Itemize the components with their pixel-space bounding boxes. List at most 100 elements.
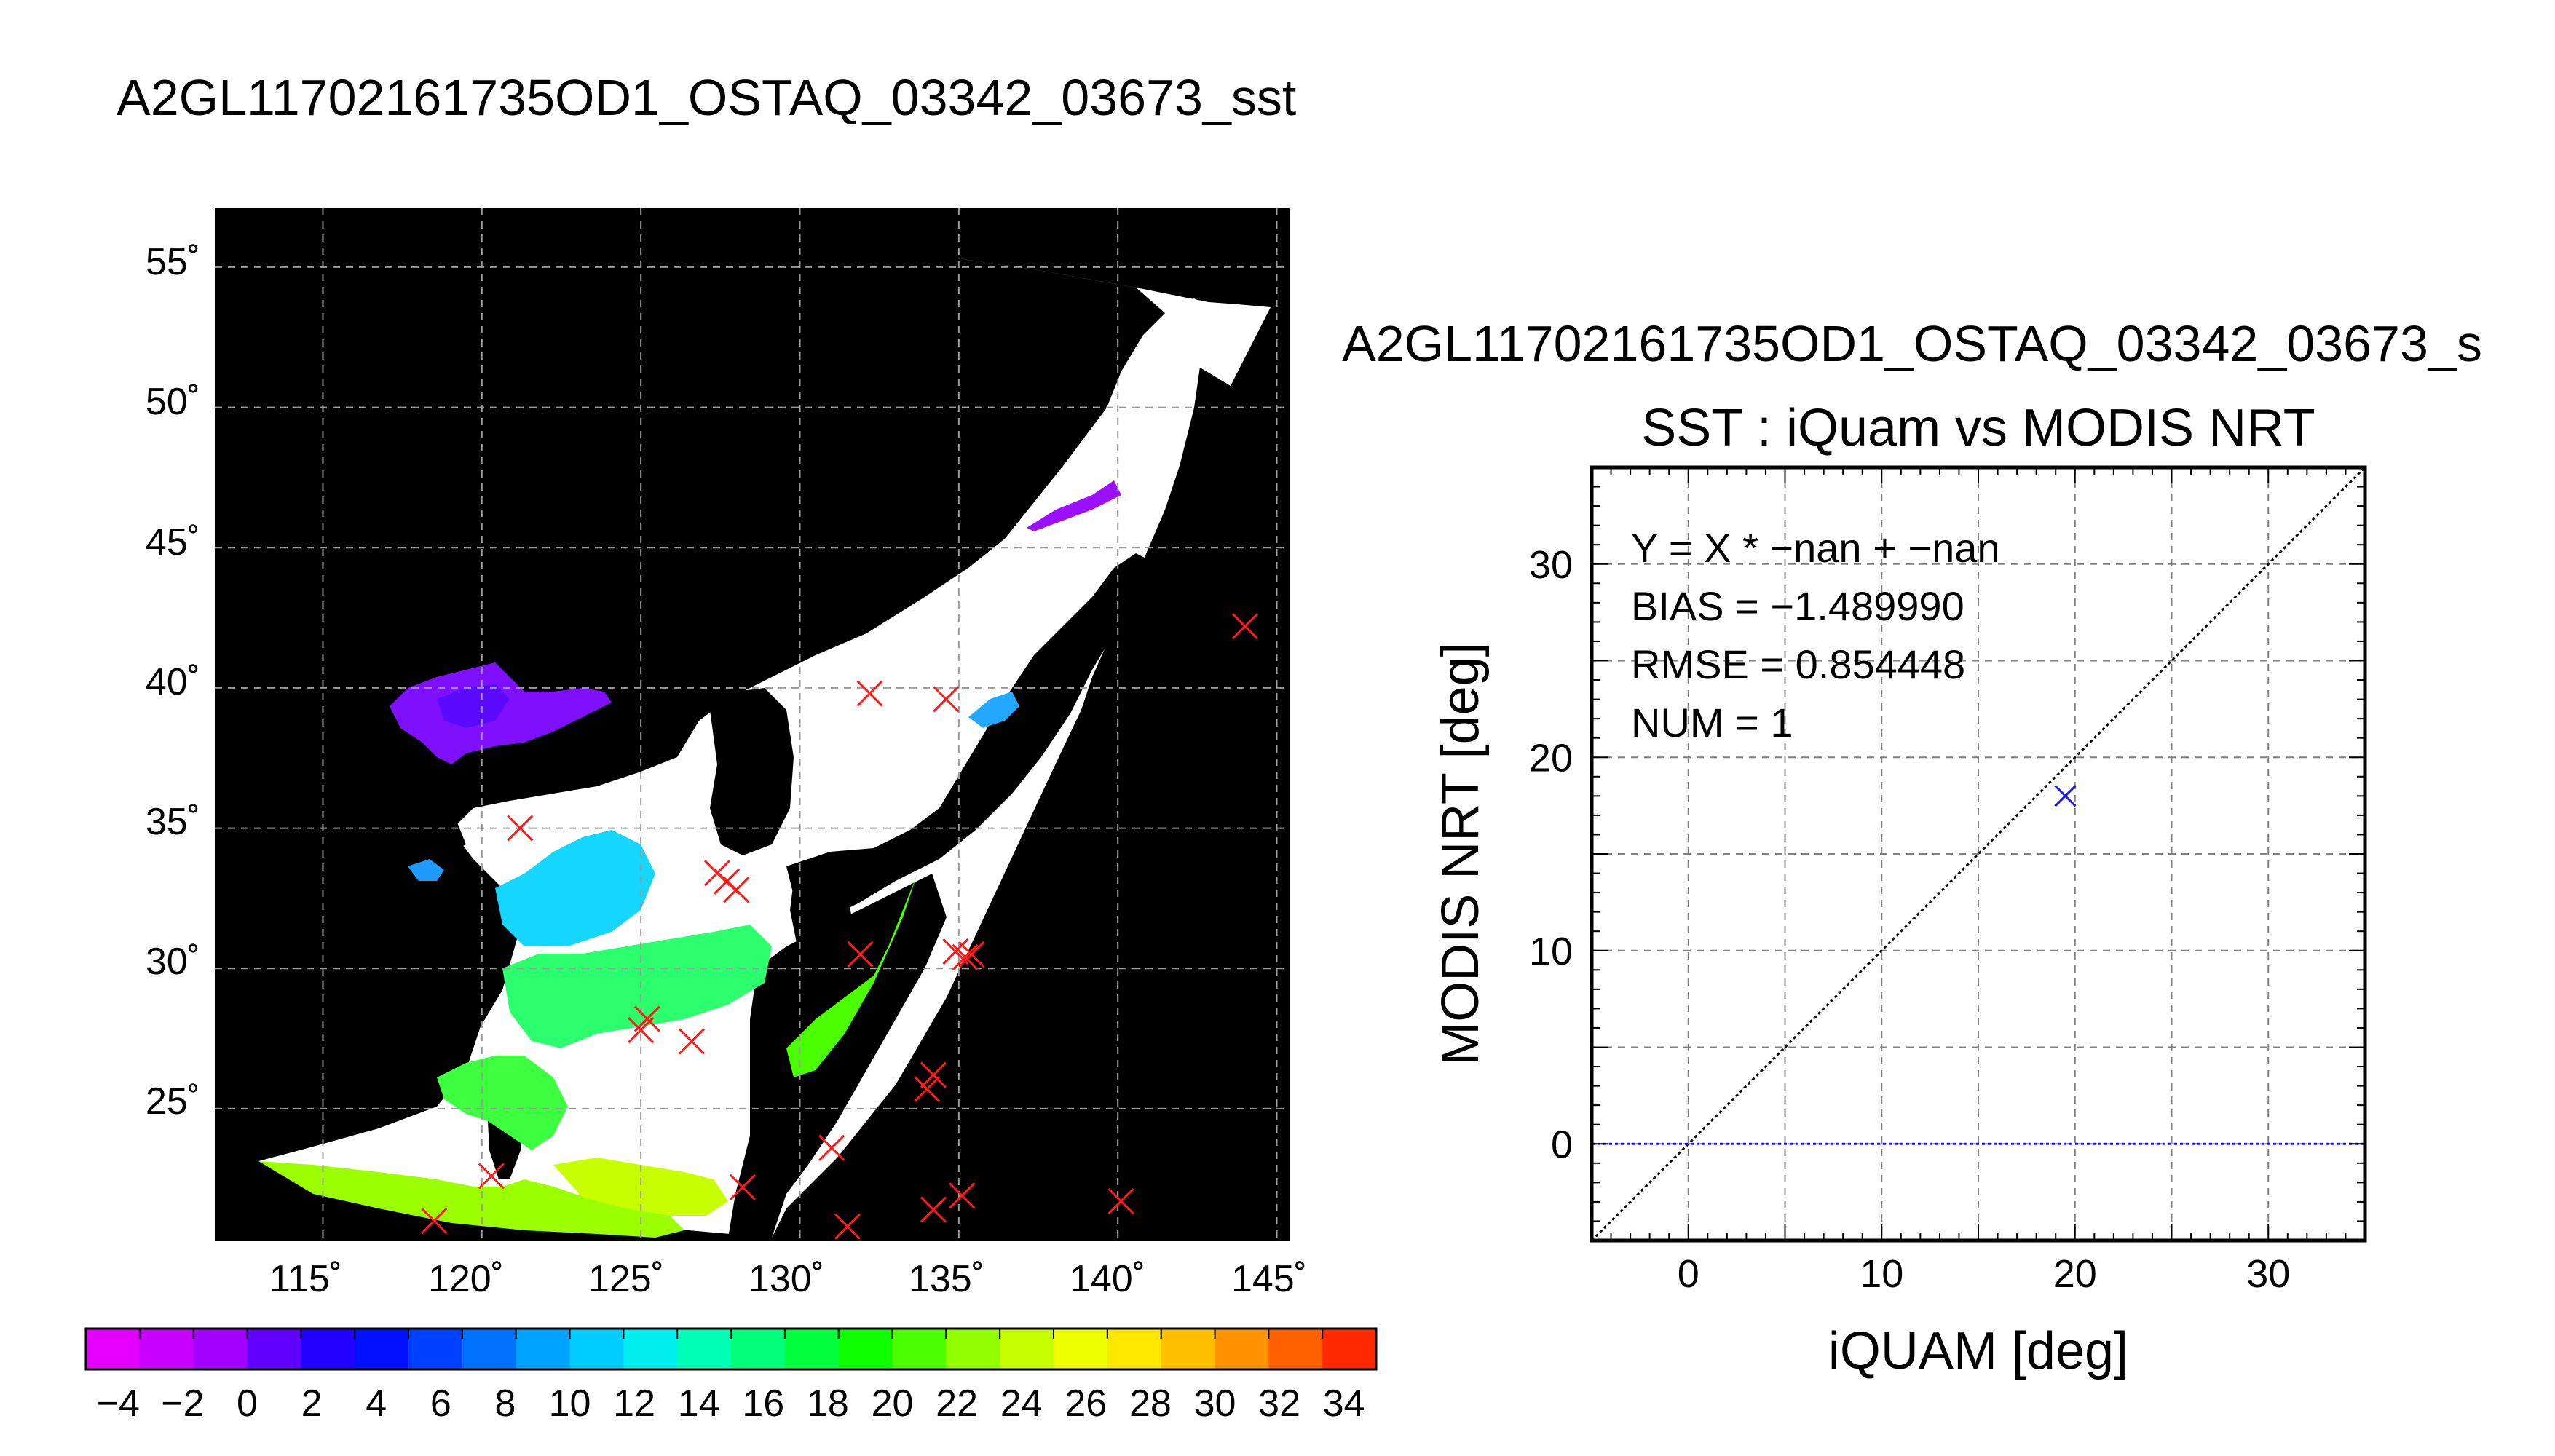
lat-label: 40˚ bbox=[146, 661, 200, 703]
colorbar-label: 0 bbox=[237, 1382, 258, 1425]
colorbar-swatch bbox=[1215, 1329, 1270, 1369]
sst-map bbox=[215, 208, 1290, 1241]
in-situ-marker bbox=[920, 1061, 947, 1088]
swath-korea-white bbox=[728, 659, 976, 859]
y-axis-label: MODIS NRT [deg] bbox=[1431, 642, 1490, 1066]
lat-label: 25˚ bbox=[146, 1080, 200, 1123]
sst-east-china-sea bbox=[502, 925, 772, 1048]
colorbar-label: −4 bbox=[97, 1382, 140, 1425]
colorbar-label: 26 bbox=[1065, 1382, 1107, 1425]
colorbar-swatch bbox=[247, 1329, 302, 1369]
lon-label: 145˚ bbox=[1231, 1258, 1307, 1300]
x-tick-label: 30 bbox=[2246, 1252, 2290, 1296]
colorbar-label: 12 bbox=[613, 1382, 655, 1425]
sst-bohai-deep bbox=[437, 684, 510, 728]
swath-north bbox=[957, 258, 1271, 386]
lat-label: 55˚ bbox=[146, 241, 200, 283]
colorbar-label: 32 bbox=[1258, 1382, 1300, 1425]
sst-kuroshio bbox=[786, 874, 917, 1077]
land-korea bbox=[710, 688, 794, 855]
colorbar-frame bbox=[84, 1327, 1378, 1371]
map-title: A2GL11702161735OD1_OSTAQ_03342_03673_sst bbox=[117, 69, 1296, 126]
colorbar-swatch bbox=[1268, 1329, 1323, 1369]
colorbar-label: 22 bbox=[936, 1382, 978, 1425]
x-tick-label: 10 bbox=[1860, 1252, 1903, 1296]
x-tick-label: 20 bbox=[2053, 1252, 2097, 1296]
lat-label: 30˚ bbox=[146, 941, 200, 983]
scatter-frame bbox=[1590, 465, 2367, 1243]
scatter-point bbox=[2054, 785, 2077, 807]
colorbar-label: −2 bbox=[161, 1382, 204, 1425]
in-situ-marker bbox=[949, 1182, 976, 1209]
colorbar-swatch bbox=[139, 1329, 194, 1369]
scatter-tick-labels: 0 10 20 30 0 10 20 30 bbox=[1529, 543, 2290, 1296]
in-situ-marker bbox=[914, 1075, 941, 1102]
colorbar-swatch bbox=[1000, 1329, 1054, 1369]
stats-bias: BIAS = −1.489990 bbox=[1631, 583, 1964, 629]
sst-shandong bbox=[408, 859, 444, 881]
colorbar-swatch bbox=[408, 1329, 463, 1369]
colorbar-labels: −4 −2 0 2 4 6 8 10 12 14 16 18 20 22 24 26 28 30 32 34 bbox=[97, 1382, 1365, 1425]
x-axis-label: iQUAM [deg] bbox=[1828, 1322, 2128, 1380]
lon-label: 140˚ bbox=[1070, 1258, 1145, 1300]
in-situ-marker bbox=[847, 941, 874, 968]
scatter-plot bbox=[1590, 465, 2367, 1243]
in-situ-marker bbox=[729, 1174, 756, 1200]
map-lon-labels: 115˚ 120˚ 125˚ 130˚ 135˚ 140˚ 145˚ bbox=[269, 1258, 1307, 1300]
lon-label: 120˚ bbox=[428, 1258, 504, 1300]
colorbar-swatch bbox=[462, 1329, 517, 1369]
sst-okhotsk bbox=[1027, 480, 1121, 531]
scatter-grid bbox=[1592, 467, 2365, 1241]
one-to-one-line bbox=[1592, 467, 2365, 1241]
colorbar-swatch bbox=[1161, 1329, 1216, 1369]
colorbar-swatch bbox=[86, 1329, 141, 1369]
in-situ-marker bbox=[958, 941, 985, 968]
colorbar-label: 6 bbox=[430, 1382, 451, 1425]
colorbar-label: 16 bbox=[742, 1382, 784, 1425]
in-situ-marker bbox=[507, 815, 534, 842]
colorbar-swatch bbox=[355, 1329, 409, 1369]
colorbar-label: 2 bbox=[301, 1382, 323, 1425]
scatter-title: SST : iQuam vs MODIS NRT bbox=[1641, 399, 2315, 457]
in-situ-markers bbox=[421, 613, 1258, 1240]
y-tick-label: 20 bbox=[1529, 736, 1573, 780]
map-grid bbox=[215, 208, 1290, 1241]
colorbar-swatch bbox=[623, 1329, 678, 1369]
y-tick-label: 10 bbox=[1529, 930, 1573, 973]
scatter-file-title: A2GL11702161735OD1_OSTAQ_03342_03673_s bbox=[1342, 315, 2482, 372]
map-lat-labels: 55˚ 50˚ 45˚ 40˚ 35˚ 30˚ 25˚ bbox=[146, 241, 200, 1123]
colorbar-swatch bbox=[516, 1329, 571, 1369]
sst-luzon bbox=[553, 1158, 728, 1216]
colorbar-label: 24 bbox=[1000, 1382, 1043, 1425]
colorbar-swatch bbox=[569, 1329, 625, 1369]
colorbar-swatch bbox=[1322, 1329, 1377, 1369]
lat-label: 50˚ bbox=[146, 381, 200, 423]
y-tick-label: 30 bbox=[1529, 543, 1573, 587]
colorbar-label: 18 bbox=[807, 1382, 849, 1425]
colorbar-label: 34 bbox=[1323, 1382, 1365, 1425]
x-tick-label: 0 bbox=[1678, 1252, 1699, 1296]
lon-label: 125˚ bbox=[588, 1258, 664, 1300]
land-ryukyu-gap bbox=[728, 874, 947, 1238]
sst-yellow-sea bbox=[495, 830, 655, 946]
colorbar-swatch bbox=[731, 1329, 786, 1369]
scatter-points bbox=[2054, 785, 2077, 807]
in-situ-marker bbox=[834, 1213, 861, 1240]
stats-rmse: RMSE = 0.854448 bbox=[1631, 641, 1965, 687]
colorbar-swatch bbox=[1054, 1329, 1108, 1369]
lon-label: 115˚ bbox=[269, 1258, 342, 1300]
colorbar-swatch bbox=[1107, 1329, 1162, 1369]
colorbar-swatch bbox=[946, 1329, 1000, 1369]
colorbar-swatches bbox=[86, 1329, 1377, 1369]
sst-taiwan-strait bbox=[437, 1056, 568, 1150]
in-situ-marker bbox=[421, 1207, 448, 1235]
lon-label: 130˚ bbox=[749, 1258, 824, 1300]
sst-south-china-sea bbox=[258, 1161, 684, 1238]
colorbar-label: 20 bbox=[872, 1382, 914, 1425]
stats-fit: Y = X * −nan + −nan bbox=[1631, 525, 2000, 571]
colorbar-swatch bbox=[193, 1329, 248, 1369]
lon-label: 135˚ bbox=[909, 1258, 984, 1300]
land-china-north bbox=[215, 208, 1165, 968]
lat-label: 45˚ bbox=[146, 521, 200, 563]
